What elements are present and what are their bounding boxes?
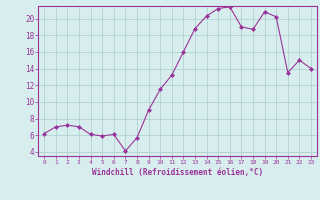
X-axis label: Windchill (Refroidissement éolien,°C): Windchill (Refroidissement éolien,°C) — [92, 168, 263, 177]
